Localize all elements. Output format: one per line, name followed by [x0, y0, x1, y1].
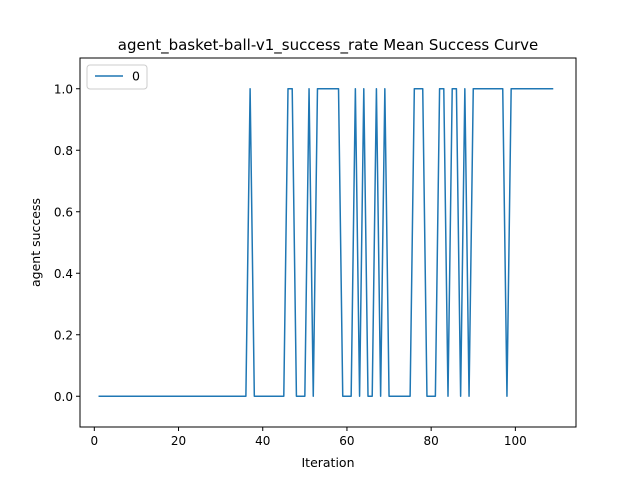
x-tick-label: 80 — [424, 434, 439, 448]
series-line-0 — [98, 88, 554, 397]
x-tick-label: 100 — [504, 434, 527, 448]
legend: 0 — [86, 64, 148, 90]
y-tick-label: 0.8 — [54, 144, 73, 158]
plot-area: 0 20 40 60 80 100 0.0 0.2 0.4 0.6 0.8 1.0 — [54, 57, 577, 448]
x-tick-label: 20 — [171, 434, 186, 448]
plot-frame — [79, 57, 577, 428]
y-tick-label: 1.0 — [54, 82, 73, 96]
legend-label-series-0: 0 — [132, 69, 140, 84]
x-tick-label: 0 — [90, 434, 98, 448]
x-axis-label: Iteration — [301, 455, 354, 470]
y-tick-label: 0.0 — [54, 390, 73, 404]
x-tick-label: 60 — [339, 434, 354, 448]
y-tick-label: 0.2 — [54, 328, 73, 342]
chart-title: agent_basket-ball-v1_success_rate Mean S… — [118, 36, 538, 55]
y-tick-label: 0.6 — [54, 205, 73, 219]
y-tick-label: 0.4 — [54, 267, 73, 281]
y-axis-ticks: 0.0 0.2 0.4 0.6 0.8 1.0 — [54, 82, 80, 404]
series-layer — [98, 88, 554, 397]
legend-box — [86, 64, 148, 90]
x-tick-label: 40 — [255, 434, 270, 448]
x-axis-ticks: 0 20 40 60 80 100 — [90, 427, 527, 448]
y-axis-label: agent success — [28, 198, 43, 287]
